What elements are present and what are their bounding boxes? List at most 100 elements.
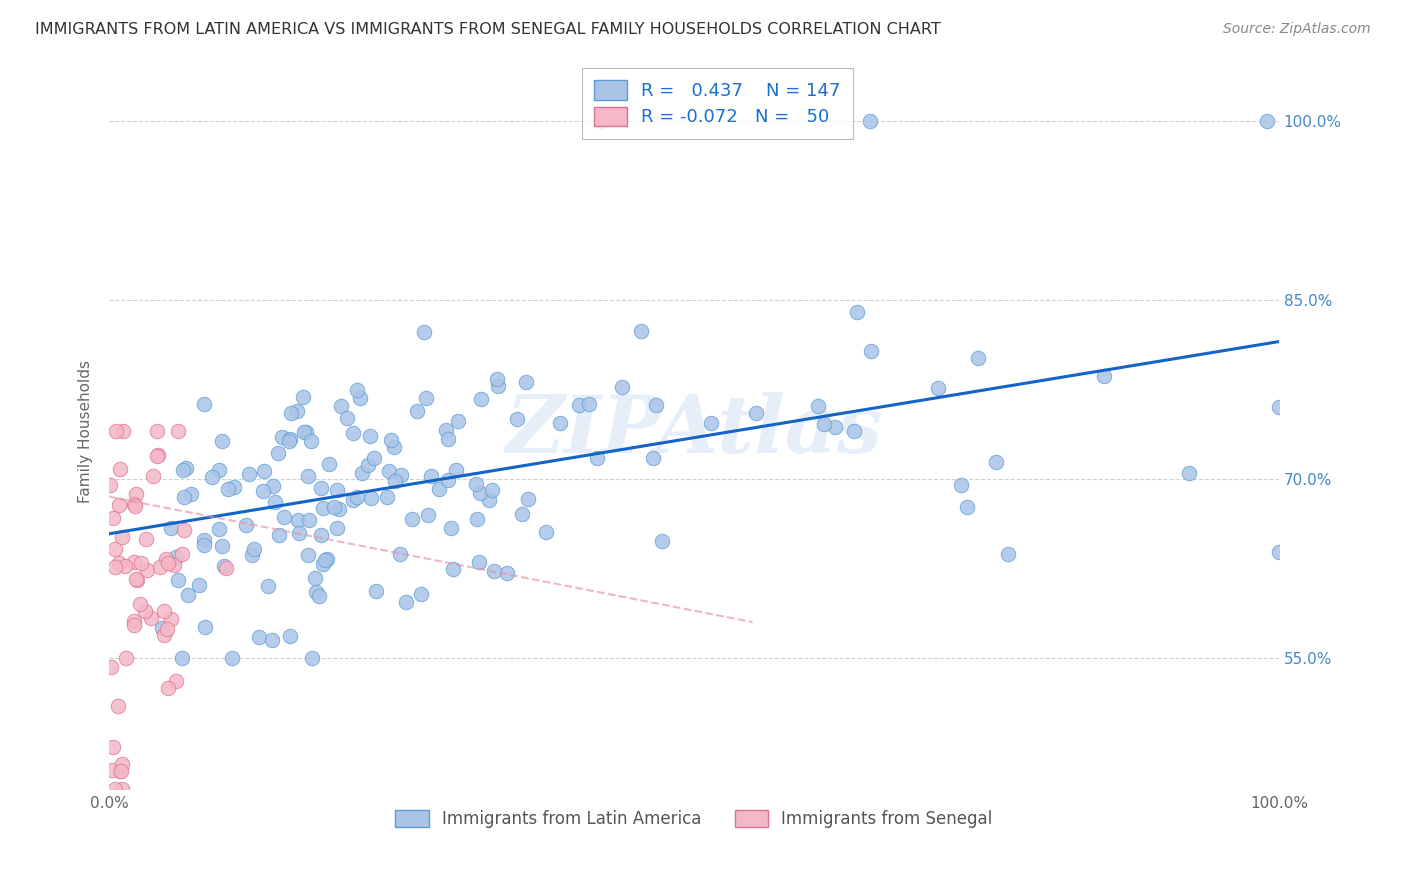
Point	[100, 659, 122, 673]
Point	[357, 458, 380, 473]
Point	[262, 479, 284, 493]
Point	[389, 468, 412, 483]
Point	[278, 629, 301, 643]
Point	[285, 404, 308, 418]
Point	[481, 483, 503, 498]
Point	[270, 430, 292, 444]
Point	[115, 651, 138, 665]
Point	[150, 621, 173, 635]
Point	[482, 564, 505, 578]
Point	[465, 512, 488, 526]
Point	[124, 618, 146, 632]
Point	[997, 547, 1019, 561]
Point	[359, 429, 381, 443]
Point	[141, 611, 163, 625]
Point	[101, 763, 124, 777]
Point	[986, 454, 1008, 468]
Point	[807, 399, 830, 413]
Point	[434, 423, 457, 437]
Point	[167, 424, 190, 438]
Point	[149, 559, 172, 574]
Point	[242, 541, 264, 556]
Point	[98, 478, 121, 492]
Point	[311, 557, 333, 571]
Point	[375, 491, 398, 505]
Point	[167, 574, 190, 588]
Point	[110, 764, 132, 779]
Point	[1178, 466, 1201, 480]
Point	[510, 508, 533, 522]
Point	[145, 424, 167, 438]
Text: IMMIGRANTS FROM LATIN AMERICA VS IMMIGRANTS FROM SENEGAL FAMILY HOUSEHOLDS CORRE: IMMIGRANTS FROM LATIN AMERICA VS IMMIGRA…	[35, 22, 941, 37]
Point	[336, 411, 359, 425]
Point	[127, 574, 149, 588]
Text: Source: ZipAtlas.com: Source: ZipAtlas.com	[1223, 22, 1371, 37]
Point	[155, 552, 177, 566]
Point	[111, 782, 134, 797]
Point	[122, 497, 145, 511]
Point	[515, 375, 537, 389]
Point	[309, 528, 332, 542]
Point	[111, 530, 134, 544]
Point	[174, 461, 197, 475]
Point	[157, 556, 180, 570]
Point	[366, 583, 388, 598]
Point	[486, 372, 509, 386]
Point	[107, 699, 129, 714]
Point	[378, 464, 401, 478]
Point	[824, 420, 846, 434]
Point	[328, 502, 350, 516]
Point	[165, 674, 187, 689]
Point	[413, 325, 436, 339]
Point	[927, 381, 949, 395]
Point	[135, 532, 157, 546]
Point	[208, 463, 231, 477]
Point	[427, 483, 450, 497]
Point	[294, 425, 316, 439]
Point	[105, 424, 128, 438]
Point	[859, 344, 882, 359]
Point	[129, 556, 152, 570]
Point	[173, 491, 195, 505]
Point	[1092, 368, 1115, 383]
Point	[297, 469, 319, 483]
Point	[262, 633, 284, 648]
Text: ZIPAtlas: ZIPAtlas	[505, 392, 883, 470]
Point	[212, 559, 235, 574]
Point	[180, 487, 202, 501]
Point	[700, 417, 723, 431]
Point	[287, 526, 309, 541]
Point	[273, 510, 295, 524]
Point	[292, 425, 315, 439]
Point	[249, 630, 271, 644]
Point	[401, 512, 423, 526]
Point	[439, 521, 461, 535]
Point	[287, 513, 309, 527]
Y-axis label: Family Households: Family Households	[79, 359, 93, 502]
Point	[280, 406, 302, 420]
Point	[194, 620, 217, 634]
Point	[146, 449, 169, 463]
Point	[468, 486, 491, 500]
Point	[315, 551, 337, 566]
Point	[446, 463, 468, 477]
Point	[101, 740, 124, 755]
Legend: Immigrants from Latin America, Immigrants from Senegal: Immigrants from Latin America, Immigrant…	[389, 803, 1000, 835]
Point	[252, 484, 274, 499]
Point	[326, 483, 349, 497]
Point	[267, 528, 290, 542]
Point	[363, 450, 385, 465]
Point	[966, 351, 988, 366]
Point	[630, 324, 652, 338]
Point	[215, 561, 238, 575]
Point	[134, 604, 156, 618]
Point	[329, 400, 352, 414]
Point	[148, 448, 170, 462]
Point	[129, 597, 152, 611]
Point	[406, 404, 429, 418]
Point	[845, 305, 868, 319]
Point	[384, 475, 406, 489]
Point	[486, 379, 509, 393]
Point	[221, 651, 243, 665]
Point	[170, 651, 193, 665]
